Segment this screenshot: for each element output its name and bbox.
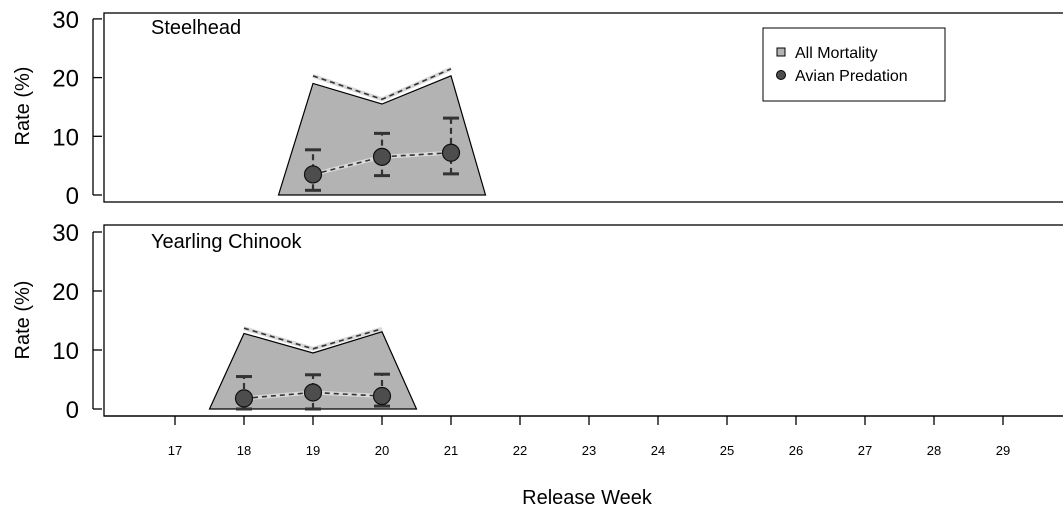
avian-predation-point [372, 386, 392, 406]
avian-predation-point [303, 165, 323, 184]
avian-predation-point [372, 147, 392, 166]
x-tick-label: 20 [375, 443, 389, 458]
x-tick-label: 19 [306, 443, 320, 458]
x-tick-label: 17 [168, 443, 182, 458]
all-mortality-upper-line [243, 327, 383, 350]
legend-marker-circle [776, 70, 786, 80]
x-tick-label: 28 [927, 443, 941, 458]
y-axis-title: Rate (%) [12, 281, 34, 360]
panel-steelhead: 0 10 20 30 Rate (%) Steelhead [12, 7, 1063, 210]
x-tick-label: 26 [789, 443, 803, 458]
y-tick-label: 30 [52, 7, 79, 34]
y-tick-label: 20 [52, 279, 79, 306]
all-mortality-upper-line [312, 68, 452, 101]
avian-predation-point [441, 143, 461, 162]
x-axis: 17 18 19 20 21 22 23 24 25 26 27 28 29 [104, 415, 1063, 458]
x-tick-label: 29 [996, 443, 1010, 458]
panels-layer: 0 10 20 30 Rate (%) Steelhead 0 10 20 30 Rate (%) Y… [12, 7, 1063, 424]
x-tick-label: 23 [582, 443, 596, 458]
panel-title: Yearling Chinook [151, 231, 302, 253]
y-tick-label: 10 [52, 124, 79, 151]
x-tick-label: 22 [513, 443, 527, 458]
y-tick-label: 10 [52, 338, 79, 365]
panel-title: Steelhead [151, 17, 241, 39]
all-mortality-area [208, 330, 418, 410]
avian-predation-line [312, 151, 452, 176]
plot-frame [103, 12, 1063, 203]
x-tick-label: 25 [720, 443, 734, 458]
y-tick-label: 20 [52, 66, 79, 93]
legend: All Mortality Avian Predation [762, 27, 946, 102]
x-tick-label: 18 [237, 443, 251, 458]
legend-box [762, 27, 946, 102]
panel-yearling-chinook: 0 10 20 30 Rate (%) Yearling Chinook [12, 220, 1063, 424]
x-tick-label: 27 [858, 443, 872, 458]
legend-label: Avian Predation [795, 68, 908, 85]
avian-predation-point [234, 389, 254, 408]
y-tick-label: 0 [66, 183, 79, 210]
legend-marker-square [776, 47, 786, 57]
x-tick-label: 24 [651, 443, 665, 458]
x-tick-label: 21 [444, 443, 458, 458]
legend-label: All Mortality [795, 45, 878, 62]
y-tick-label: 0 [66, 397, 79, 424]
x-axis-title: Release Week [522, 487, 653, 509]
y-tick-label: 30 [52, 220, 79, 247]
y-axis-title: Rate (%) [12, 67, 34, 146]
avian-predation-point [303, 383, 323, 402]
